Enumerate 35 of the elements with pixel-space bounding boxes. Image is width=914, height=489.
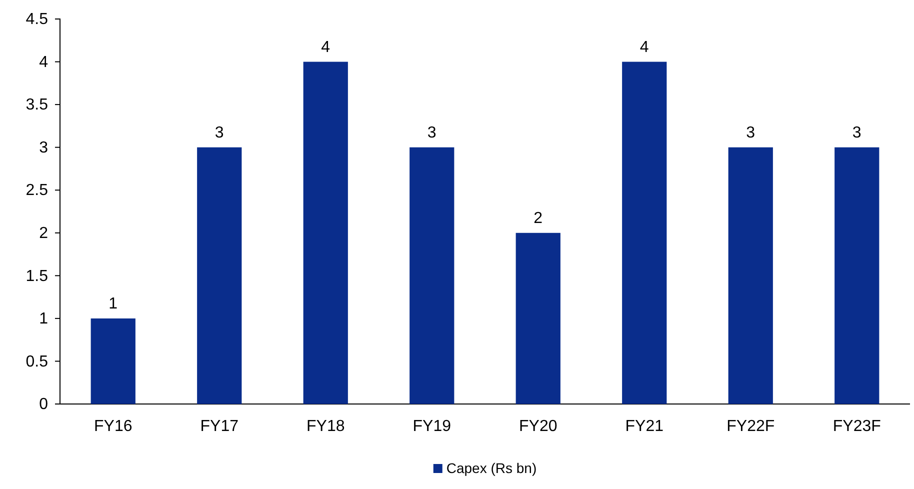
x-tick-label: FY22F [726,418,775,435]
bar [728,147,773,404]
y-tick-label: 0.5 [26,353,48,370]
bar [90,318,136,404]
data-label: 1 [108,295,118,312]
bar [834,147,880,404]
legend-label: Capex (Rs bn) [446,460,537,476]
x-tick-label: FY20 [519,418,558,435]
data-label: 3 [746,124,756,142]
bar [303,62,348,404]
bar [516,232,560,404]
bar [622,62,667,404]
x-tick-label: FY18 [306,418,345,435]
x-tick-label: FY21 [625,418,664,435]
x-tick-label: FY23F [832,418,882,435]
data-label: 2 [534,210,543,227]
data-label: 4 [321,38,330,56]
y-tick-label: 2.5 [26,182,48,200]
y-tick-label: 4.5 [26,11,48,28]
bar [197,147,242,404]
data-label: 3 [852,124,862,142]
bar [410,147,454,404]
y-tick-label: 1.5 [26,268,48,285]
x-tick-label: FY16 [94,418,132,435]
data-label: 4 [640,38,649,56]
y-tick-label: 1 [39,310,48,328]
y-tick-label: 2 [39,225,48,242]
y-tick-label: 4 [39,54,48,71]
x-tick-label: FY19 [412,418,452,435]
y-tick-label: 3.5 [26,96,48,114]
y-tick-label: 0 [39,396,48,414]
x-tick-label: FY17 [200,418,239,435]
y-tick-label: 3 [39,139,48,156]
data-label: 3 [214,124,224,142]
data-label: 3 [427,124,436,142]
